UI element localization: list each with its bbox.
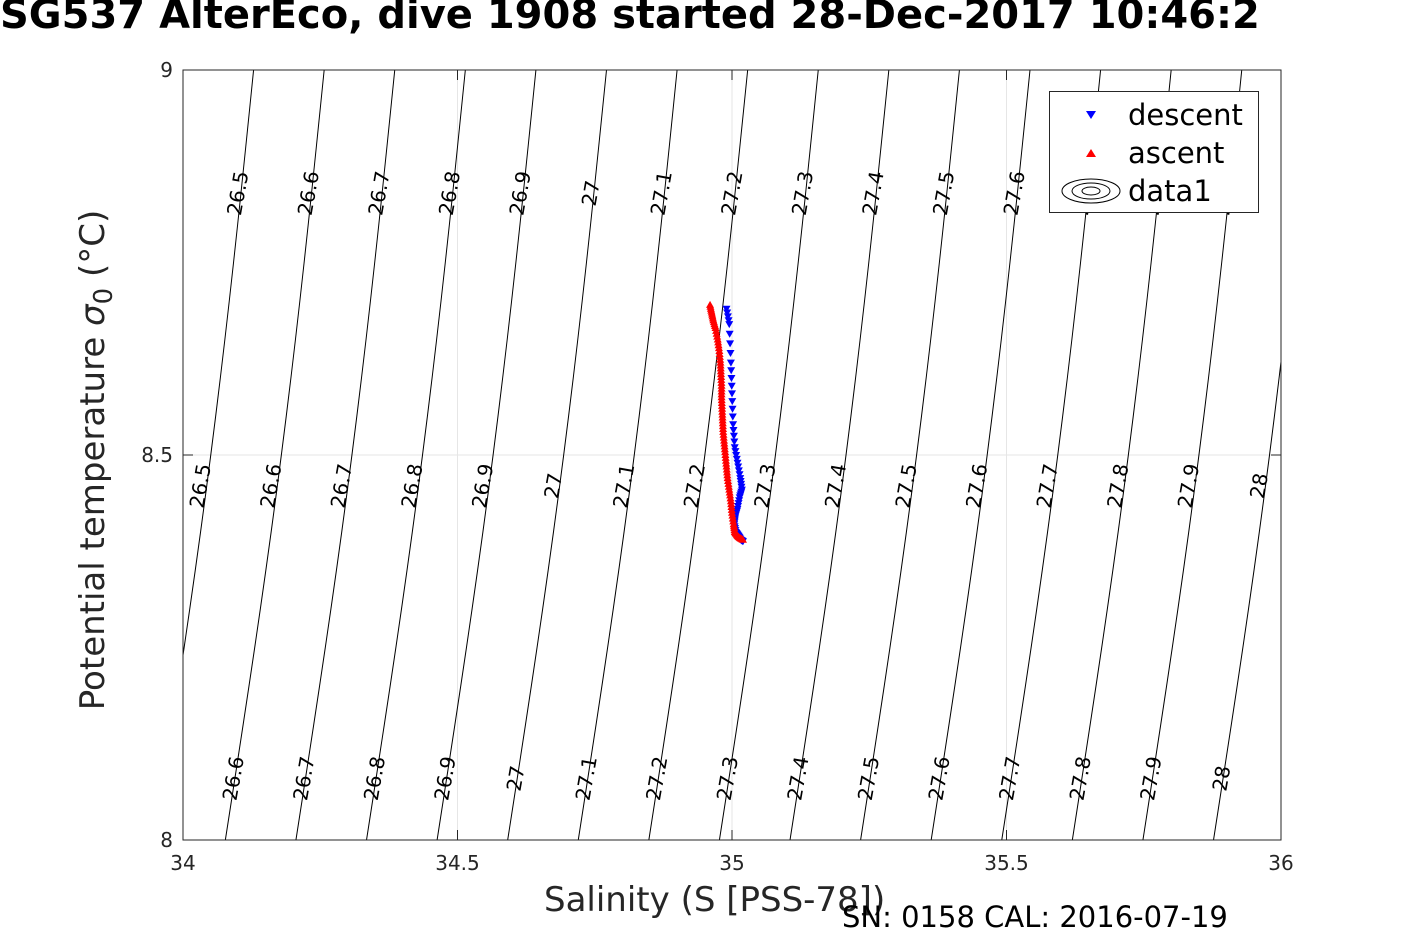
y-axis-label-subscript: 0 xyxy=(88,287,119,305)
contour-label: 28 xyxy=(1245,471,1273,500)
ascent-marker-icon xyxy=(1086,149,1096,157)
ascent-point xyxy=(726,491,735,499)
ascent-point xyxy=(729,517,738,525)
descent-point xyxy=(728,413,737,421)
contour-line xyxy=(577,70,678,840)
descent-point xyxy=(734,463,743,471)
legend-item-data1: data1 xyxy=(1050,172,1260,210)
ascent-point xyxy=(714,344,723,352)
contour-line xyxy=(718,70,819,840)
ascent-point xyxy=(713,335,722,343)
chart-title: SG537 AlterEco, dive 1908 started 28-Dec… xyxy=(0,0,1260,38)
descent-point xyxy=(726,340,735,348)
y-tick-label: 9 xyxy=(160,58,173,82)
ascent-point xyxy=(713,332,722,340)
ascent-point xyxy=(714,341,723,349)
x-tick-label: 36 xyxy=(1268,851,1293,875)
contour-line xyxy=(930,70,1031,840)
contour-line xyxy=(648,70,749,840)
y-axis-label-wrap: Potential temperature σ0 (°C) xyxy=(68,180,138,740)
contour-icon xyxy=(1061,178,1121,204)
ascent-point xyxy=(728,511,737,519)
descent-point xyxy=(723,313,732,321)
descent-point xyxy=(728,398,737,406)
contour-line xyxy=(436,70,537,840)
ascent-point xyxy=(726,494,735,502)
descent-point xyxy=(729,426,738,434)
x-axis-label: Salinity (S [PSS-78]) xyxy=(544,880,886,920)
contour-line xyxy=(295,70,396,840)
descent-point xyxy=(726,349,735,357)
legend-label-ascent: ascent xyxy=(1128,136,1225,170)
y-axis-label: Potential temperature σ0 (°C) xyxy=(73,180,123,740)
descent-point xyxy=(730,438,739,446)
contour-line xyxy=(183,70,255,659)
legend: descent ascent data1 xyxy=(1049,91,1259,213)
descent-point xyxy=(727,375,736,382)
descent-point xyxy=(729,432,738,440)
ascent-point xyxy=(738,535,747,543)
contour-label: 27 xyxy=(539,471,567,500)
contour-line xyxy=(366,70,466,840)
contour-line xyxy=(860,70,960,840)
descent-point xyxy=(733,459,742,467)
contour-line xyxy=(1213,357,1281,840)
y-axis-label-main: Potential temperature xyxy=(73,325,113,711)
descent-point xyxy=(722,305,731,313)
x-tick-label: 35.5 xyxy=(984,851,1029,875)
legend-item-descent: descent xyxy=(1050,96,1260,134)
descent-point xyxy=(727,367,736,375)
ascent-point xyxy=(712,329,721,337)
descent-point xyxy=(723,309,732,317)
axes: 34 34.5 35 35.5 36 8 8.5 9 xyxy=(141,58,1294,875)
ascent-point xyxy=(724,482,733,490)
calibration-footnote: SN: 0158 CAL: 2016-07-19 xyxy=(842,900,1228,934)
ascent-point xyxy=(723,474,732,482)
ascent-point xyxy=(725,485,734,493)
legend-item-ascent: ascent xyxy=(1050,134,1260,172)
contour-label: 28 xyxy=(1207,764,1235,793)
x-tick-label: 34 xyxy=(170,851,195,875)
descent-point xyxy=(728,390,736,398)
descent-point xyxy=(724,317,733,325)
contour-line xyxy=(789,70,890,840)
descent-point xyxy=(735,471,744,479)
data-series xyxy=(706,300,747,546)
ascent-point xyxy=(728,508,736,516)
legend-label-data1: data1 xyxy=(1128,174,1212,208)
y-axis-label-sigma: σ xyxy=(73,304,113,326)
descent-point xyxy=(730,444,739,452)
descent-point xyxy=(728,405,737,413)
contour-line xyxy=(224,70,325,840)
y-tick-label: 8.5 xyxy=(141,443,173,467)
ascent-point xyxy=(725,488,734,496)
contour-label: 27 xyxy=(577,179,605,208)
descent-point xyxy=(726,359,735,367)
series-ascent xyxy=(706,300,747,543)
descent-point xyxy=(727,382,736,390)
ascent-point xyxy=(724,476,733,484)
y-axis-label-unit: (°C) xyxy=(73,209,113,288)
descent-point xyxy=(731,448,740,456)
contour-label: 27 xyxy=(502,764,530,793)
x-tick-label: 34.5 xyxy=(435,851,480,875)
ascent-point xyxy=(711,323,720,331)
x-tick-label: 35 xyxy=(719,851,744,875)
descent-marker-icon xyxy=(1086,111,1096,119)
descent-point xyxy=(725,330,734,338)
ascent-point xyxy=(714,338,723,346)
legend-label-descent: descent xyxy=(1128,98,1243,132)
ascent-point xyxy=(712,326,721,334)
descent-point xyxy=(729,421,738,429)
descent-point xyxy=(734,467,743,475)
y-tick-label: 8 xyxy=(160,828,173,852)
descent-point xyxy=(732,452,741,459)
ascent-point xyxy=(728,514,737,522)
contour-line xyxy=(507,70,607,840)
descent-point xyxy=(725,321,734,329)
descent-point xyxy=(732,455,741,463)
ascent-point xyxy=(724,479,733,487)
